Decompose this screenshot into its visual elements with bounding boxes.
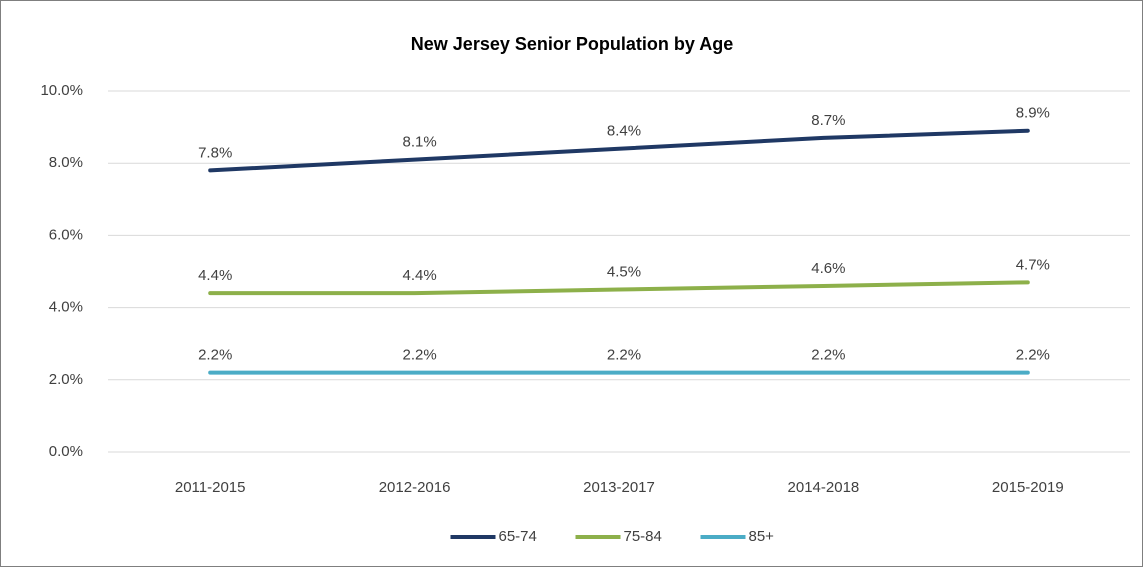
data-label: 2.2% <box>402 347 436 364</box>
x-tick-label: 2013-2017 <box>583 479 655 496</box>
x-tick-label: 2011-2015 <box>175 479 246 496</box>
data-label: 2.2% <box>811 347 845 364</box>
x-tick-label: 2012-2016 <box>379 479 451 496</box>
legend-label: 65-74 <box>499 528 537 545</box>
series-line <box>208 128 1030 173</box>
data-label: 8.9% <box>1016 105 1050 122</box>
legend-label: 85+ <box>749 528 775 545</box>
y-tick-label: 2.0% <box>49 371 83 388</box>
data-label: 4.4% <box>198 267 232 284</box>
y-tick-label: 6.0% <box>49 226 83 243</box>
data-label: 8.7% <box>811 112 845 129</box>
x-tick-label: 2014-2018 <box>788 479 860 496</box>
data-label: 4.5% <box>607 264 641 281</box>
series-line <box>208 280 1030 296</box>
data-label: 2.2% <box>198 347 232 364</box>
data-label: 8.4% <box>607 123 641 140</box>
data-label: 4.6% <box>811 260 845 277</box>
data-label: 2.2% <box>607 347 641 364</box>
y-tick-label: 4.0% <box>49 299 83 316</box>
y-tick-label: 8.0% <box>49 154 83 171</box>
data-label: 2.2% <box>1016 347 1050 364</box>
y-tick-label: 10.0% <box>40 82 83 99</box>
data-label: 8.1% <box>402 134 436 151</box>
legend-label: 75-84 <box>624 528 662 545</box>
data-label: 7.8% <box>198 144 232 161</box>
chart-title: New Jersey Senior Population by Age <box>411 34 733 54</box>
x-tick-label: 2015-2019 <box>992 479 1064 496</box>
y-tick-label: 0.0% <box>49 443 83 460</box>
data-label: 4.4% <box>402 267 436 284</box>
data-label: 4.7% <box>1016 256 1050 273</box>
